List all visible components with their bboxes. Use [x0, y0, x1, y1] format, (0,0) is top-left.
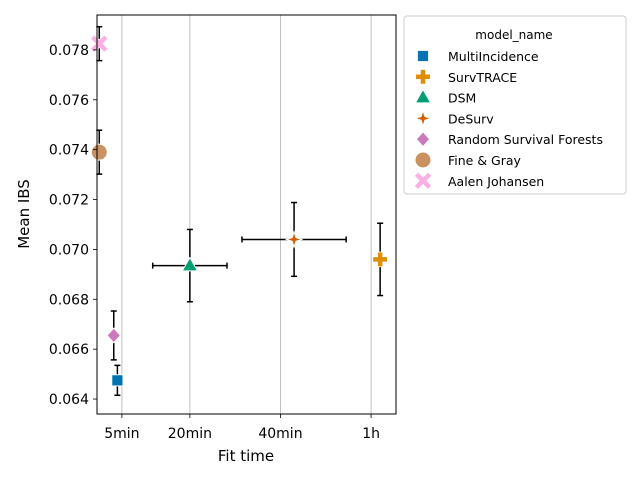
legend-marker-desurv — [413, 109, 433, 128]
legend-box — [403, 15, 627, 195]
legend-marker-multiincidence — [416, 49, 430, 63]
legend-label-multiincidence: MultiIncidence — [448, 49, 539, 64]
data-markers — [89, 34, 388, 387]
legend-marker-aalen-johansen — [413, 171, 433, 191]
legend-items: MultiIncidence SurvTRACE DSM DeSurv Random S… — [413, 49, 603, 191]
y-tick-label: 0.072 — [49, 193, 89, 209]
legend-label-dsm: DSM — [448, 91, 476, 106]
y-axis-label: Mean IBS — [15, 179, 33, 249]
x-tick-label: 5min — [104, 426, 139, 442]
legend-title: model_name — [475, 28, 552, 42]
legend-marker-aalen-johansen-shape — [413, 171, 433, 191]
point-aalen-johansen-shape — [89, 34, 109, 53]
legend: model_name MultiIncidence SurvTRACE DSM DeS… — [403, 15, 627, 195]
y-tick-label: 0.078 — [49, 43, 89, 59]
legend-label-aalen-johansen: Aalen Johansen — [448, 174, 544, 189]
grid — [121, 15, 372, 414]
legend-label-survtrace: SurvTRACE — [448, 70, 517, 85]
y-tick-label: 0.064 — [49, 392, 89, 408]
x-axis: 5min 20min 40min 1h — [104, 414, 380, 442]
legend-marker-random-survival-forests — [415, 131, 431, 148]
y-tick-label: 0.074 — [49, 143, 89, 159]
y-tick-label: 0.070 — [49, 242, 89, 258]
point-fine-gray — [90, 143, 108, 161]
legend-marker-fine-gray — [414, 151, 432, 169]
legend-marker-dsm — [414, 88, 432, 104]
x-axis-label: Fit time — [218, 447, 274, 465]
point-aalen-johansen — [89, 34, 109, 53]
point-random-survival-forests — [106, 327, 122, 344]
y-tick-label: 0.068 — [49, 292, 89, 308]
plot-frame — [96, 14, 397, 415]
point-multiincidence — [111, 374, 124, 387]
point-dsm — [181, 256, 199, 272]
legend-marker-survtrace — [415, 69, 431, 85]
y-tick-label: 0.066 — [49, 342, 89, 358]
legend-label-fine-gray: Fine & Gray — [448, 153, 522, 168]
legend-label-desurv: DeSurv — [448, 111, 494, 126]
point-survtrace — [372, 251, 388, 268]
x-tick-label: 20min — [168, 426, 212, 442]
x-tick-label: 40min — [258, 426, 302, 442]
x-tick-label: 1h — [362, 426, 380, 442]
legend-label-random-survival-forests: Random Survival Forests — [448, 132, 603, 147]
y-axis: 0.064 0.066 0.068 0.070 0.072 0.074 0.076 0.078 — [49, 43, 97, 408]
point-desurv — [284, 230, 304, 249]
y-tick-label: 0.076 — [49, 93, 89, 109]
